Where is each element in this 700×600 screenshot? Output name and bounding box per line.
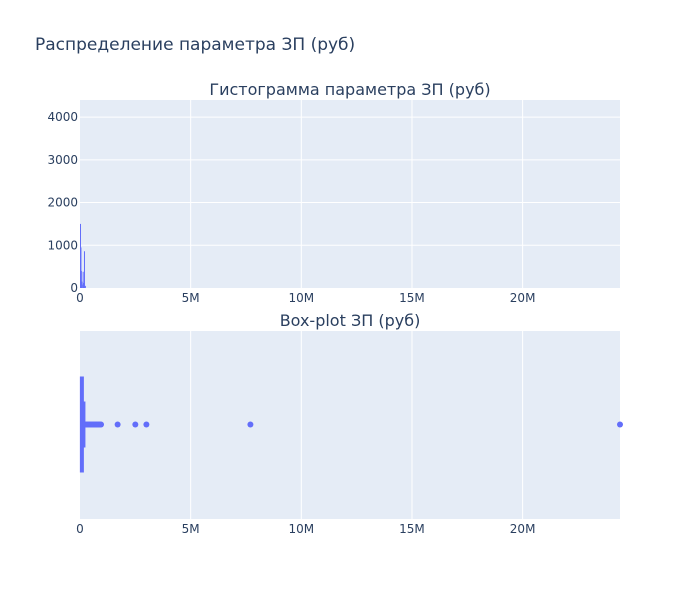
histogram-bar [80,247,82,288]
boxplot-outlier-point [132,421,139,428]
histogram-x-tick-label: 10M [288,291,314,305]
histogram-bars [80,223,86,288]
histogram-y-tick-label: 4000 [47,110,78,124]
histogram-bar [83,282,85,288]
histogram-title: Гистограмма параметра ЗП (руб) [209,80,490,99]
boxplot-title: Box-plot ЗП (руб) [280,311,421,330]
boxplot-plot-area [80,331,620,519]
boxplot-x-ticks: 0 5M 10M 15M 20M [76,522,535,536]
histogram-y-tick-label: 0 [70,281,78,295]
histogram-bar [84,285,86,288]
histogram-x-tick-label: 0 [76,291,84,305]
histogram-x-ticks: 0 5M 10M 15M 20M [76,291,535,305]
histogram-y-tick-label: 2000 [47,196,78,210]
boxplot-x-tick-label: 0 [76,522,84,536]
histogram-y-tick-label: 3000 [47,153,78,167]
histogram-gridlines [80,100,620,288]
histogram-x-tick-label: 15M [399,291,425,305]
boxplot-gridlines [190,331,524,519]
boxplot-outlier-point [98,421,105,428]
boxplot-subplot: 0 5M 10M 15M 20M Box-plot ЗП (руб) [76,311,623,536]
histogram-y-tick-label: 1000 [47,238,78,252]
boxplot-x-tick-label: 20M [510,522,536,536]
histogram-x-tick-label: 20M [510,291,536,305]
histogram-bar [82,271,84,288]
histogram-bar [83,251,85,288]
histogram-y-ticks: 0 1000 2000 3000 4000 [47,110,78,295]
main-title: Распределение параметра ЗП (руб) [35,35,355,55]
histogram-x-tick-label: 5M [182,291,200,305]
histogram-plot-area [80,100,620,288]
boxplot-x-tick-label: 10M [288,522,314,536]
histogram-bar [80,270,82,288]
boxplot-x-tick-label: 5M [182,522,200,536]
boxplot-x-tick-label: 15M [399,522,425,536]
boxplot-outlier-point [114,421,121,428]
boxplot-outlier-point [247,421,254,428]
boxplot-outlier-point [617,421,623,428]
histogram-subplot: 0 5M 10M 15M 20M 0 1000 2000 3000 4000 Гистограм… [47,80,620,305]
boxplot-outlier-point [143,421,150,428]
boxplot-marks [79,376,623,473]
histogram-bar [81,284,83,288]
